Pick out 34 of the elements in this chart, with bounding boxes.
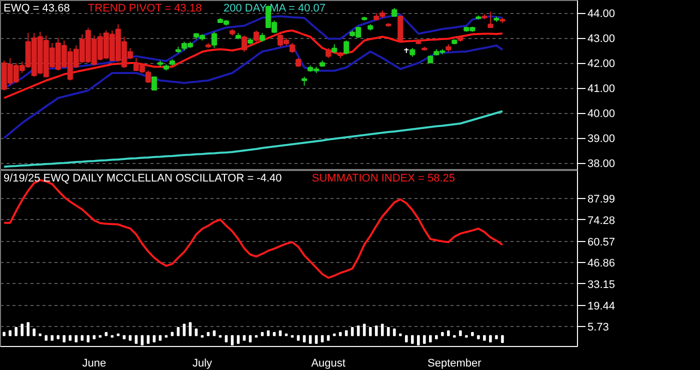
text: TREND PIVOT = 43.18 [88, 2, 202, 14]
y-tick-label: 46.86 [588, 258, 616, 270]
candlestick [211, 31, 217, 48]
y-tick-label: 74.28 [588, 214, 616, 227]
text: 9/19/25 EWQ DAILY MCCLELLAN OSCILLATOR = -4.40 [4, 172, 282, 184]
y-tick-label: 5.73 [588, 322, 609, 334]
candlestick [290, 42, 296, 54]
line-series [3, 44, 504, 139]
y-tick-label: 43.00 [588, 33, 616, 45]
candlestick [398, 15, 404, 42]
text: EWQ = 43.68 [4, 2, 70, 14]
x-tick-label: September [428, 358, 482, 370]
y-tick-label: 40.00 [588, 108, 616, 120]
x-tick-label: June [82, 358, 106, 370]
y-tick-label: 41.00 [588, 83, 616, 95]
y-tick-label: 44.00 [588, 8, 616, 20]
y-tick-label: 19.44 [588, 300, 616, 312]
text: SUMMATION INDEX = 58.25 [312, 172, 456, 184]
candlestick [151, 76, 157, 90]
candlestick [326, 48, 332, 58]
line-series [3, 30, 504, 99]
y-tick-label: 33.15 [588, 278, 616, 291]
y-tick-label: 42.00 [588, 58, 616, 70]
candlestick [254, 30, 260, 42]
x-tick-label: August [311, 358, 346, 370]
candlestick [344, 40, 350, 55]
candlestick [242, 35, 248, 52]
y-tick-label: 39.00 [588, 133, 616, 145]
line-series [3, 110, 504, 168]
candlestick [488, 11, 494, 28]
y-tick-label: 87.99 [588, 194, 616, 206]
x-tick-label: July [192, 358, 213, 370]
y-tick-label: 38.00 [588, 158, 616, 170]
y-tick-label: 60.57 [588, 236, 616, 248]
